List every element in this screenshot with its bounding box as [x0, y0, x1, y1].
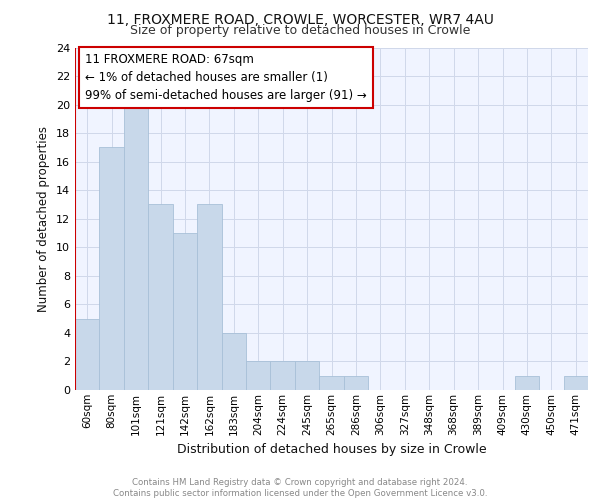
Bar	[173, 233, 197, 390]
Text: Contains HM Land Registry data © Crown copyright and database right 2024.
Contai: Contains HM Land Registry data © Crown c…	[113, 478, 487, 498]
Bar	[319, 376, 344, 390]
Bar	[344, 376, 368, 390]
Bar	[124, 104, 148, 390]
Bar	[563, 376, 588, 390]
Bar	[246, 362, 271, 390]
Bar	[148, 204, 173, 390]
Bar	[295, 362, 319, 390]
X-axis label: Distribution of detached houses by size in Crowle: Distribution of detached houses by size …	[176, 443, 487, 456]
Bar	[271, 362, 295, 390]
Bar	[197, 204, 221, 390]
Y-axis label: Number of detached properties: Number of detached properties	[37, 126, 50, 312]
Bar	[100, 148, 124, 390]
Text: Size of property relative to detached houses in Crowle: Size of property relative to detached ho…	[130, 24, 470, 37]
Bar	[75, 318, 100, 390]
Bar	[515, 376, 539, 390]
Text: 11, FROXMERE ROAD, CROWLE, WORCESTER, WR7 4AU: 11, FROXMERE ROAD, CROWLE, WORCESTER, WR…	[107, 12, 493, 26]
Bar	[221, 333, 246, 390]
Text: 11 FROXMERE ROAD: 67sqm
← 1% of detached houses are smaller (1)
99% of semi-deta: 11 FROXMERE ROAD: 67sqm ← 1% of detached…	[85, 52, 367, 102]
